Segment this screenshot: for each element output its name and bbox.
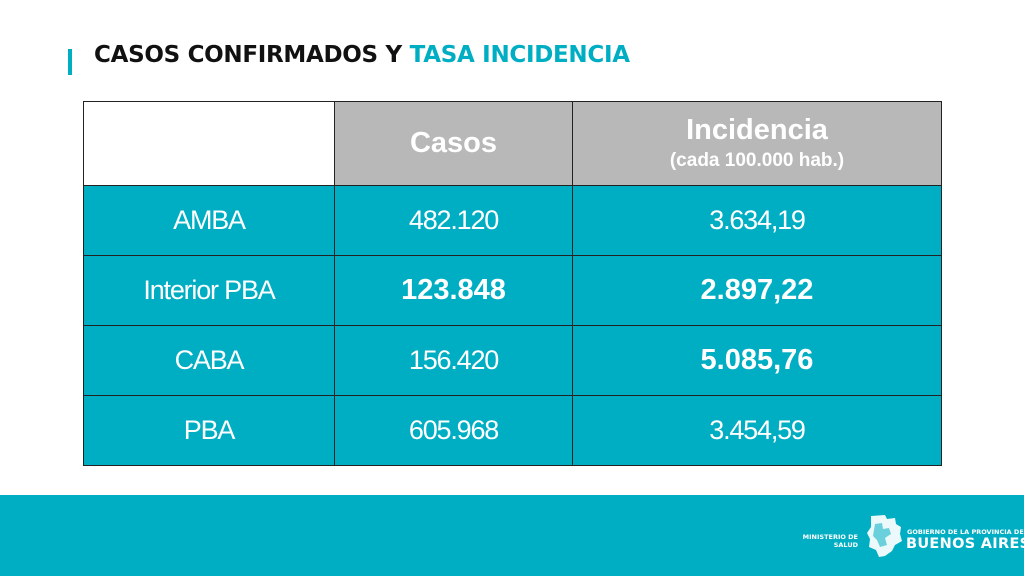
- casos-cell: 156.420: [334, 325, 573, 396]
- table-header-row: Casos Incidencia (cada 100.000 hab.): [83, 101, 942, 186]
- table-row: PBA 605.968 3.454,59: [83, 395, 942, 466]
- region-cell: AMBA: [83, 185, 335, 256]
- incidencia-cell: 3.634,19: [572, 185, 942, 256]
- title-accent-bar: [68, 49, 72, 75]
- table-row: CABA 156.420 5.085,76: [83, 325, 942, 396]
- region-cell: PBA: [83, 395, 335, 466]
- casos-cell: 482.120: [334, 185, 573, 256]
- ministerio-label: MINISTERIO DE SALUD: [802, 533, 858, 549]
- footer-band: [0, 495, 1024, 576]
- incidencia-cell: 5.085,76: [572, 325, 942, 396]
- header-incidencia-label: Incidencia: [686, 113, 828, 146]
- table-row: Interior PBA 123.848 2.897,22: [83, 255, 942, 326]
- header-casos: Casos: [334, 101, 573, 186]
- cases-table: Casos Incidencia (cada 100.000 hab.) AMB…: [83, 101, 942, 466]
- header-empty-cell: [83, 101, 335, 186]
- header-incidencia-sub: (cada 100.000 hab.): [669, 149, 845, 171]
- gobierno-label: GOBIERNO DE LA PROVINCIA DE: [907, 528, 1024, 536]
- casos-cell: 123.848: [334, 255, 573, 326]
- incidencia-cell: 2.897,22: [572, 255, 942, 326]
- province-map-icon: [867, 515, 902, 557]
- header-incidencia: Incidencia (cada 100.000 hab.): [572, 101, 942, 186]
- region-cell: CABA: [83, 325, 335, 396]
- table-row: AMBA 482.120 3.634,19: [83, 185, 942, 256]
- region-cell: Interior PBA: [83, 255, 335, 326]
- page-title: CASOS CONFIRMADOS Y TASA INCIDENCIA: [94, 42, 630, 68]
- incidencia-cell: 3.454,59: [572, 395, 942, 466]
- title-part-1: CASOS CONFIRMADOS Y: [94, 42, 402, 68]
- title-part-2: TASA INCIDENCIA: [409, 42, 630, 68]
- provincia-label: BUENOS AIRES: [906, 536, 1024, 552]
- casos-cell: 605.968: [334, 395, 573, 466]
